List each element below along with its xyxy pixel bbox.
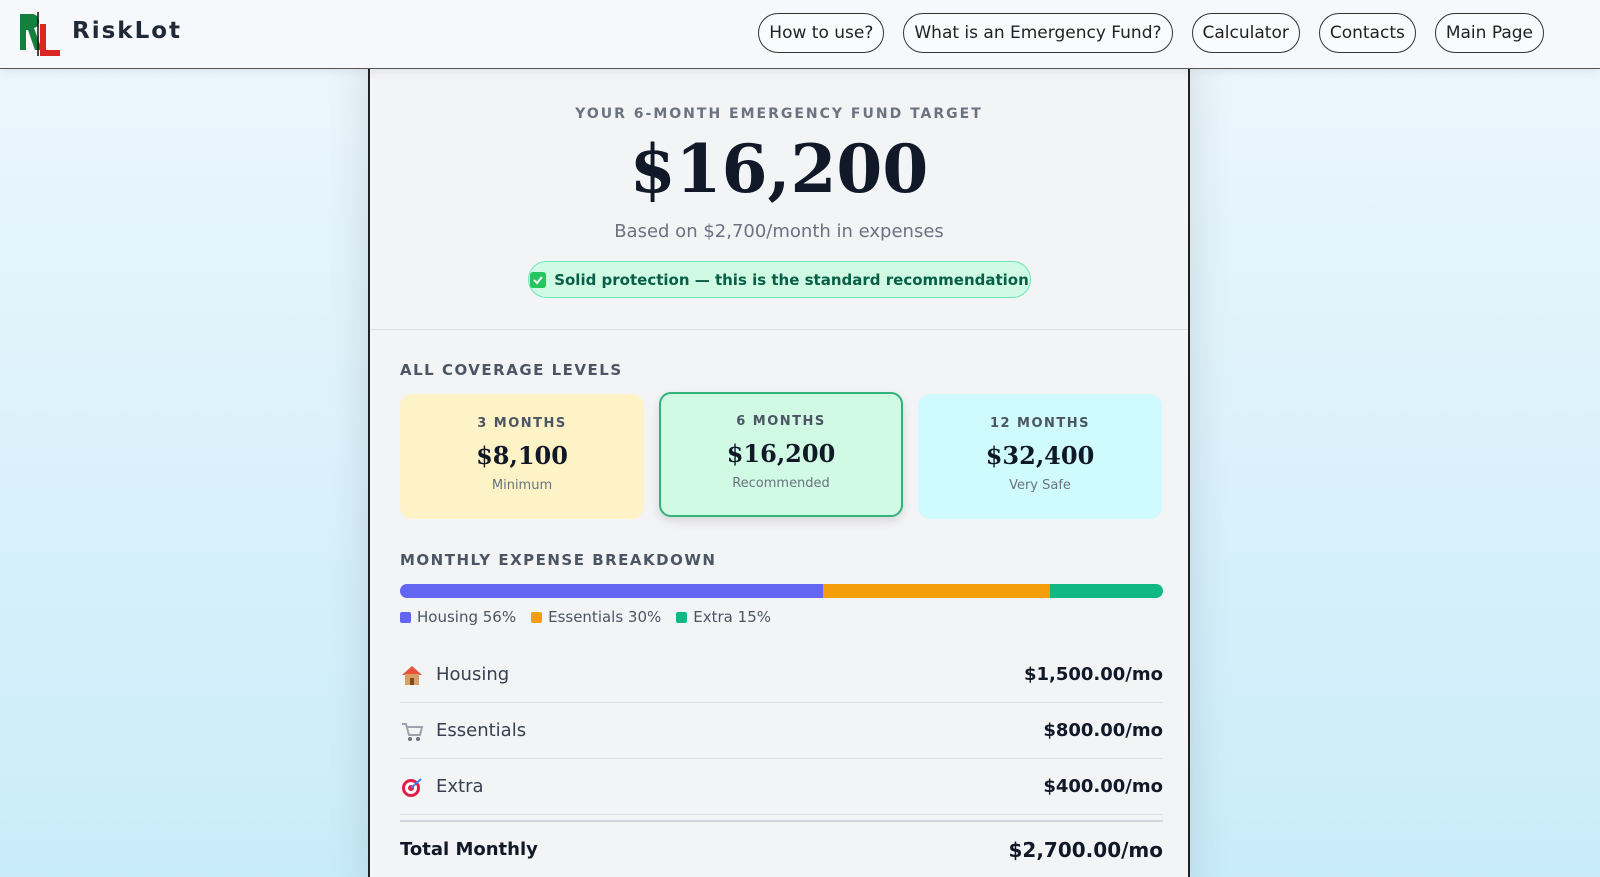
cart-icon: [402, 722, 424, 741]
target: YOUR 6-MONTH EMERGENCY FUND TARGET $16,2…: [370, 60, 1188, 330]
legend-item: Housing 56%: [400, 608, 516, 626]
expense-row: Essentials $800.00/mo: [400, 703, 1163, 759]
bar-segment: [823, 584, 1050, 598]
nav-link[interactable]: How to use?: [758, 13, 885, 53]
nav-link[interactable]: Main Page: [1434, 13, 1544, 53]
expense-row: Extra $400.00/mo: [400, 759, 1163, 815]
badge: Solid protection — this is the standard …: [528, 261, 1031, 298]
target-label: YOUR 6-MONTH EMERGENCY FUND TARGET: [575, 106, 983, 122]
levels: 3 MONTHS $8,100 Minimum 6 MONTHS $16,200…: [400, 392, 1162, 519]
level-months: 6 MONTHS: [736, 414, 826, 429]
level-amount: $16,200: [726, 439, 836, 468]
expense-row: Housing $1,500.00/mo: [400, 647, 1163, 703]
expense-amount: $400.00/mo: [1043, 776, 1163, 797]
nav-link[interactable]: Calculator: [1191, 13, 1300, 53]
legend-swatch: [531, 612, 543, 623]
nav-link[interactable]: Contacts: [1318, 13, 1416, 53]
legend-item: Essentials 30%: [531, 608, 661, 626]
level-card[interactable]: 3 MONTHS $8,100 Minimum: [400, 394, 644, 519]
expense-list: Housing $1,500.00/mo Essentials $800.00/…: [400, 647, 1163, 877]
section-title: MONTHLY EXPENSE BREAKDOWN: [400, 551, 717, 569]
total-amount: $2,700.00/mo: [1008, 837, 1164, 862]
legend-swatch: [400, 612, 411, 623]
target-icon: [402, 777, 422, 797]
logo: [20, 12, 60, 56]
level-amount: $8,100: [476, 441, 568, 470]
legend-item: Extra 15%: [676, 608, 771, 626]
target-amount: $16,200: [629, 130, 929, 208]
bar-segment: [400, 584, 824, 598]
level-note: Minimum: [491, 478, 553, 493]
expense-name: Extra: [436, 776, 484, 797]
total-label: Total Monthly: [400, 839, 538, 860]
house-icon: [402, 665, 422, 685]
level-note: Very Safe: [1009, 478, 1071, 493]
legend-label: Extra 15%: [693, 608, 771, 626]
breakdown-bar: [400, 584, 1163, 598]
legend-swatch: [676, 612, 688, 623]
nav-link[interactable]: What is an Emergency Fund?: [903, 13, 1173, 53]
section-title: ALL COVERAGE LEVELS: [400, 361, 623, 379]
expense-name: Housing: [436, 664, 510, 685]
level-months: 3 MONTHS: [477, 416, 567, 431]
check-icon: [530, 271, 547, 288]
total-row: Total Monthly $2,700.00/mo: [400, 820, 1163, 877]
brand[interactable]: RiskLot: [72, 18, 183, 44]
expense-name: Essentials: [436, 720, 527, 741]
level-card[interactable]: 12 MONTHS $32,400 Very Safe: [918, 394, 1162, 519]
bar-segment: [1049, 584, 1163, 598]
result-card: YOUR 6-MONTH EMERGENCY FUND TARGET $16,2…: [368, 60, 1190, 877]
legend: Housing 56% Essentials 30% Extra 15%: [400, 608, 771, 626]
level-note: Recommended: [732, 476, 830, 491]
level-months: 12 MONTHS: [989, 416, 1091, 431]
nav: How to use? What is an Emergency Fund? C…: [758, 13, 1544, 53]
legend-label: Essentials 30%: [548, 608, 662, 626]
level-amount: $32,400: [985, 441, 1095, 470]
expense-amount: $1,500.00/mo: [1023, 664, 1163, 685]
header: RiskLot How to use? What is an Emergency…: [0, 0, 1600, 69]
target-basis: Based on $2,700/month in expenses: [614, 221, 944, 242]
badge-text: Solid protection — this is the standard …: [554, 270, 1029, 289]
expense-amount: $800.00/mo: [1043, 720, 1163, 741]
level-card[interactable]: 6 MONTHS $16,200 Recommended: [659, 392, 903, 517]
legend-label: Housing 56%: [417, 608, 517, 626]
